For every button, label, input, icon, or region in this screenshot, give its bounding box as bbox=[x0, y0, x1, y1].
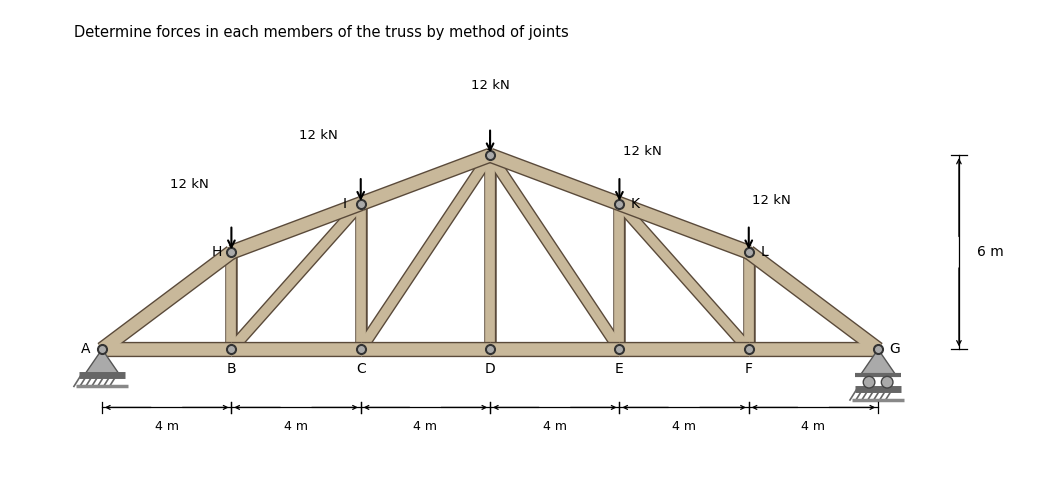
Text: 4 m: 4 m bbox=[543, 419, 567, 433]
Text: D: D bbox=[485, 362, 495, 376]
Text: J: J bbox=[488, 136, 492, 150]
Text: 12 kN: 12 kN bbox=[170, 178, 209, 191]
Text: 4 m: 4 m bbox=[414, 419, 437, 433]
Text: 12 kN: 12 kN bbox=[471, 79, 509, 92]
Polygon shape bbox=[860, 349, 895, 375]
Text: B: B bbox=[227, 362, 237, 376]
Text: 4 m: 4 m bbox=[672, 419, 696, 433]
Text: 12 kN: 12 kN bbox=[752, 194, 790, 207]
Text: L: L bbox=[761, 245, 769, 259]
Text: F: F bbox=[745, 362, 752, 376]
Circle shape bbox=[882, 376, 893, 388]
Text: E: E bbox=[615, 362, 624, 376]
Circle shape bbox=[864, 376, 875, 388]
Text: Determine forces in each members of the truss by method of joints: Determine forces in each members of the … bbox=[74, 25, 569, 40]
Text: K: K bbox=[631, 197, 640, 211]
Text: 6 m: 6 m bbox=[977, 245, 1004, 259]
Polygon shape bbox=[84, 349, 120, 375]
Text: 4 m: 4 m bbox=[284, 419, 308, 433]
Text: G: G bbox=[889, 342, 900, 356]
Text: I: I bbox=[343, 197, 347, 211]
Text: H: H bbox=[211, 245, 222, 259]
Text: 12 kN: 12 kN bbox=[623, 146, 661, 159]
Text: 12 kN: 12 kN bbox=[299, 129, 338, 142]
Text: 4 m: 4 m bbox=[155, 419, 178, 433]
Text: A: A bbox=[81, 342, 90, 356]
Text: C: C bbox=[355, 362, 366, 376]
Text: 4 m: 4 m bbox=[801, 419, 825, 433]
